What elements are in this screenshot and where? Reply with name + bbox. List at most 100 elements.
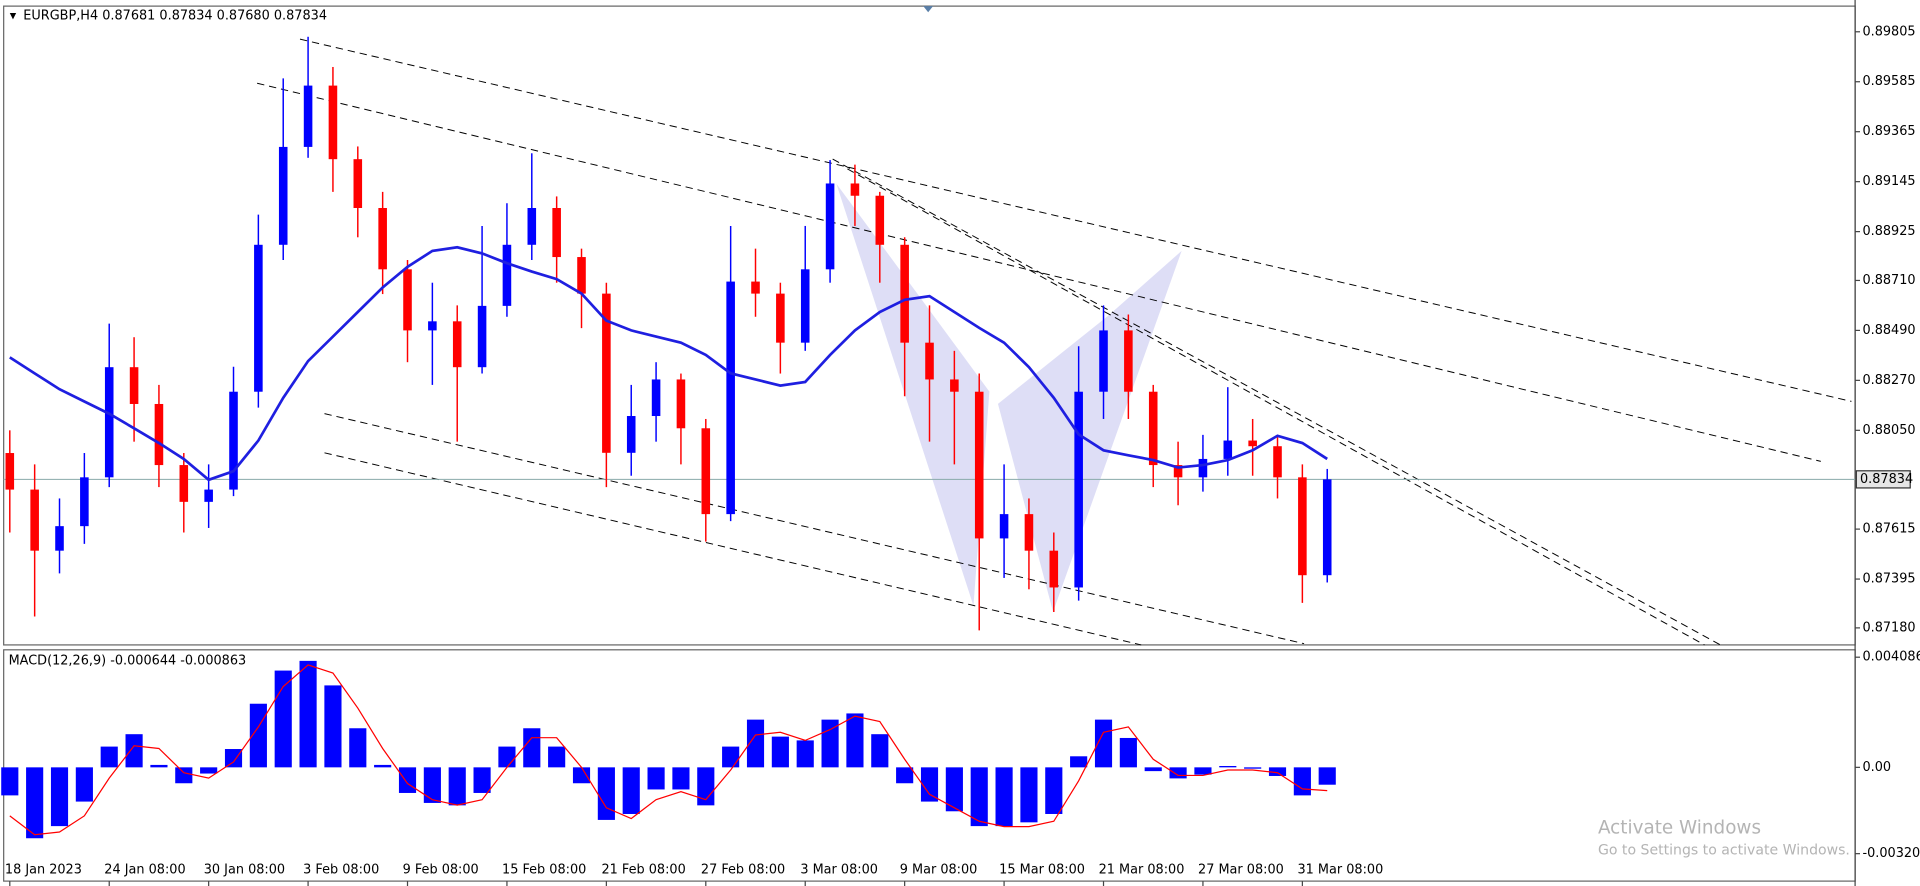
- candle-body: [577, 257, 586, 294]
- macd-bar: [1, 767, 19, 796]
- pattern-shape: [836, 183, 990, 606]
- x-tick-label: 3 Mar 08:00: [800, 863, 878, 878]
- candle-body: [502, 244, 512, 306]
- candle-body: [776, 293, 785, 343]
- trend-line: [832, 158, 1721, 646]
- macd-bar: [1293, 767, 1311, 796]
- chart-title: ▾: [10, 8, 17, 23]
- y-tick-label: 0.89365: [1862, 124, 1915, 139]
- candle-body: [1024, 514, 1034, 551]
- y-tick-label: -0.003202: [1862, 846, 1920, 861]
- y-tick-label: 0.00: [1862, 760, 1891, 775]
- macd-bar: [1144, 767, 1162, 772]
- macd-bar: [26, 767, 44, 839]
- candle-body: [278, 146, 288, 245]
- macd-bar: [274, 670, 292, 768]
- macd-bar: [896, 767, 914, 784]
- channel-line: [324, 413, 1305, 645]
- macd-bar: [945, 767, 963, 812]
- x-tick-label: 21 Mar 08:00: [1099, 863, 1185, 878]
- macd-bar: [299, 660, 317, 768]
- candle-body: [751, 281, 760, 294]
- y-tick-label: 0.89145: [1862, 174, 1915, 189]
- macd-bar: [796, 740, 814, 768]
- macd-bar: [523, 728, 541, 768]
- macd-bar: [1119, 737, 1137, 768]
- candle-body: [602, 293, 611, 453]
- candle-body: [80, 477, 89, 527]
- macd-bar: [995, 767, 1013, 827]
- macd-bar: [349, 728, 367, 768]
- candle-body: [875, 195, 885, 245]
- candle-body: [1248, 440, 1257, 447]
- candle-body: [701, 428, 711, 515]
- watermark-title: Activate Windows: [1598, 817, 1761, 838]
- current-price-label: 0.87834: [1860, 472, 1913, 487]
- macd-bar: [722, 746, 740, 768]
- chart-title: EURGBP,H4 0.87681 0.87834 0.87680 0.8783…: [23, 8, 327, 23]
- candle-body: [1322, 479, 1332, 576]
- y-tick-label: 0.88710: [1862, 273, 1915, 288]
- candle-body: [552, 208, 561, 258]
- candle-body: [452, 321, 462, 368]
- macd-bar: [125, 734, 143, 768]
- candle-body: [626, 416, 636, 453]
- macd-bar: [1194, 767, 1212, 775]
- macd-bar: [1219, 765, 1237, 768]
- macd-bar: [548, 746, 566, 768]
- moving-average: [9, 245, 1328, 482]
- trend-line: [299, 38, 1852, 402]
- macd-bar: [1169, 767, 1187, 779]
- candle-body: [1148, 391, 1158, 466]
- watermark-subtitle: Go to Settings to activate Windows.: [1598, 843, 1850, 859]
- candle-body: [999, 514, 1009, 539]
- candle-body: [1099, 330, 1108, 392]
- macd-bar: [647, 767, 665, 790]
- candle-body: [229, 391, 238, 490]
- macd-bar: [224, 749, 243, 768]
- macd-bar: [423, 767, 441, 803]
- candle-body: [527, 208, 537, 245]
- channel-line: [324, 452, 1142, 646]
- macd-bar: [175, 767, 193, 784]
- macd-bar: [597, 767, 615, 820]
- signal-line: [9, 664, 1328, 836]
- macd-bar: [1070, 756, 1088, 768]
- current-price-box: [1855, 470, 1911, 489]
- candle-body: [925, 342, 934, 380]
- macd-bar: [448, 767, 466, 806]
- macd-title: MACD(12,26,9) -0.000644 -0.000863: [9, 653, 247, 668]
- candle-body: [1173, 465, 1183, 478]
- macd-bar: [150, 764, 168, 768]
- x-tick-label: 9 Mar 08:00: [900, 863, 978, 878]
- candle-body: [204, 489, 213, 502]
- candle-body: [403, 269, 412, 331]
- candle-body: [179, 465, 189, 502]
- x-tick-label: 3 Feb 08:00: [303, 863, 379, 878]
- macd-bar: [473, 767, 491, 793]
- macd-bar: [1318, 767, 1336, 785]
- macd-bar: [846, 713, 864, 768]
- y-tick-label: 0.87180: [1862, 620, 1915, 635]
- y-tick-label: 0.87615: [1862, 522, 1915, 537]
- scroll-marker: [923, 6, 934, 13]
- candle-body: [303, 85, 313, 147]
- candle-body: [378, 208, 387, 270]
- candle-body: [651, 379, 661, 417]
- candle-body: [825, 183, 835, 270]
- candle-body: [353, 159, 363, 209]
- macd-bar: [672, 767, 690, 790]
- macd-bar: [1268, 767, 1287, 776]
- x-tick-label: 30 Jan 08:00: [204, 863, 285, 878]
- trend-line: [257, 82, 1821, 462]
- x-tick-label: 24 Jan 08:00: [104, 863, 185, 878]
- y-tick-label: 0.88050: [1862, 423, 1915, 438]
- candle-body: [974, 391, 984, 539]
- candle-body: [676, 379, 686, 429]
- trend-line: [847, 168, 1705, 646]
- y-tick-label: 0.88490: [1862, 323, 1915, 338]
- macd-bar: [622, 767, 640, 814]
- candle-body: [104, 367, 114, 478]
